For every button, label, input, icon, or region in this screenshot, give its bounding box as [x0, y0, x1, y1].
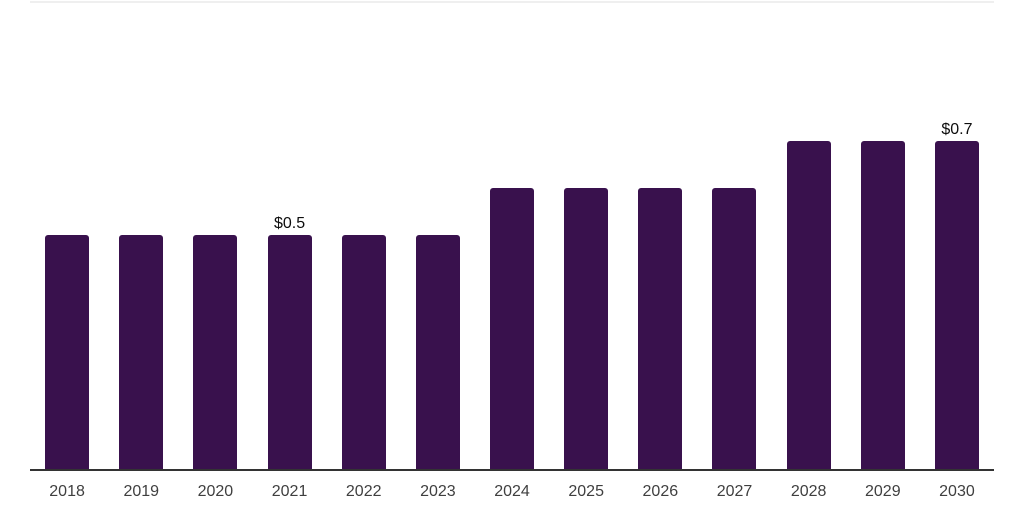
- x-tick-2024: 2024: [494, 483, 530, 500]
- bar-slot-2020: [178, 0, 252, 469]
- bar-slot-2021: $0.5: [252, 0, 326, 469]
- bar-2022: [341, 235, 386, 469]
- bar-2020: [193, 235, 238, 469]
- bar-2027: [712, 188, 757, 469]
- x-axis-line: [30, 469, 994, 471]
- bar-2018: [45, 235, 90, 469]
- x-tick-2029: 2029: [865, 483, 901, 500]
- bar-2026: [638, 188, 683, 469]
- bar-2028: [786, 141, 831, 469]
- x-tick-2025: 2025: [568, 483, 604, 500]
- bar-slot-2023: [401, 0, 475, 469]
- bar-slot-2028: [772, 0, 846, 469]
- bar-value-label-2021: $0.5: [273, 214, 306, 232]
- bar-2030: [934, 141, 979, 469]
- bar-slot-2026: [623, 0, 697, 469]
- x-tick-2022: 2022: [345, 483, 382, 500]
- bar-value-label-2030: $0.7: [941, 120, 973, 138]
- x-tick-2021: 2021: [271, 483, 308, 500]
- bar-slot-2029: [846, 0, 920, 469]
- bar-2025: [564, 188, 609, 469]
- bar-slot-2024: [475, 0, 549, 469]
- bar-slot-2022: [327, 0, 401, 469]
- bar-slot-2030: $0.7: [920, 0, 994, 469]
- x-tick-2030: 2030: [939, 483, 975, 500]
- bar-2021: [267, 235, 312, 469]
- x-tick-2028: 2028: [790, 483, 827, 500]
- bar-2024: [490, 188, 535, 469]
- x-tick-2018: 2018: [49, 483, 85, 500]
- x-axis-tick-labels: 2018 2019 2020 2021 2022 2023 2024 2025 2026 2027…: [30, 482, 994, 504]
- x-tick-2027: 2027: [716, 483, 753, 500]
- bar-2023: [415, 235, 460, 469]
- x-tick-2026: 2026: [642, 483, 679, 500]
- x-tick-2019: 2019: [123, 483, 160, 500]
- bars-area: $0.5 $0.7: [30, 0, 994, 469]
- x-tick-2023: 2023: [420, 483, 456, 500]
- bar-slot-2025: [549, 0, 623, 469]
- bar-2019: [119, 235, 164, 469]
- x-tick-2020: 2020: [197, 483, 234, 500]
- bar-2029: [860, 141, 905, 469]
- bar-slot-2019: [104, 0, 178, 469]
- bar-slot-2027: [697, 0, 771, 469]
- bar-slot-2018: [30, 0, 104, 469]
- top-divider-line: [30, 1, 994, 3]
